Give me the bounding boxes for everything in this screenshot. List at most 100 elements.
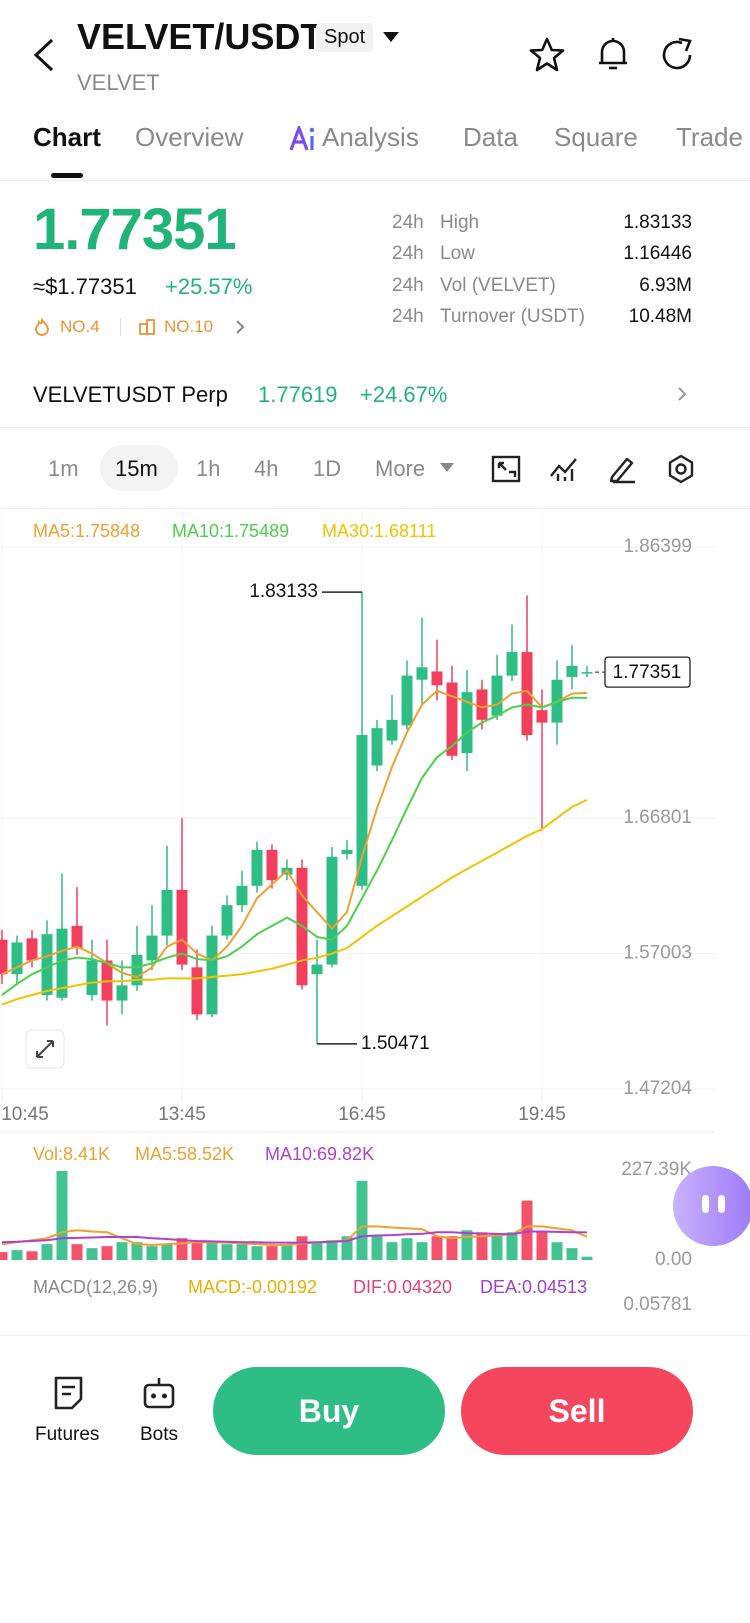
- alert-icon[interactable]: [594, 35, 632, 75]
- candle-body: [251, 849, 263, 886]
- perp-row[interactable]: VELVETUSDT Perp 1.77619 +24.67%: [0, 365, 750, 427]
- stat-value: 1.16446: [623, 243, 692, 264]
- tab[interactable]: Overview: [135, 122, 244, 152]
- candle-body: [236, 885, 248, 906]
- candle-body: [11, 942, 23, 975]
- chart-type-icon[interactable]: [490, 454, 522, 484]
- bots-icon[interactable]: [141, 1375, 177, 1411]
- volume-bar: [56, 1170, 68, 1260]
- active-tab-indicator: [51, 173, 83, 178]
- volume-bar: [446, 1236, 458, 1260]
- draw-icon[interactable]: [607, 454, 639, 484]
- divider: [0, 427, 750, 428]
- assistant-bubble[interactable]: [672, 1165, 750, 1247]
- y-tick-label: 1.66801: [623, 807, 692, 828]
- divider: [0, 1335, 750, 1336]
- volume-bar: [116, 1242, 128, 1260]
- volume-bar: [341, 1236, 353, 1260]
- candle-body: [431, 671, 443, 686]
- legend-entry: MA5:1.75848: [33, 521, 140, 541]
- candle-body: [176, 889, 188, 965]
- volume-bar: [326, 1240, 338, 1260]
- high-label: 1.83133: [249, 581, 318, 602]
- interval[interactable]: 1h: [196, 456, 221, 481]
- low-label: 1.50471: [361, 1033, 430, 1054]
- tab[interactable]: Data: [463, 122, 518, 152]
- interval[interactable]: 1D: [313, 456, 342, 481]
- volume-bar: [191, 1242, 203, 1260]
- fullscreen-button[interactable]: [25, 1029, 65, 1069]
- buy-button[interactable]: Buy: [213, 1367, 445, 1455]
- tab[interactable]: Analysis: [322, 122, 419, 152]
- legend-entry: MA10:1.75489: [172, 521, 289, 541]
- volume-bar: [581, 1256, 593, 1260]
- candle-body: [521, 652, 533, 736]
- x-tick-label: 19:45: [518, 1104, 566, 1125]
- bots-label[interactable]: Bots: [140, 1424, 179, 1445]
- futures-icon[interactable]: [52, 1375, 86, 1411]
- divider: [120, 318, 121, 336]
- refresh-icon[interactable]: [658, 36, 696, 74]
- interval[interactable]: 1m: [48, 456, 79, 481]
- divider: [0, 508, 750, 509]
- favorite-icon[interactable]: [528, 36, 566, 74]
- candle-body: [191, 967, 203, 1015]
- price-change: +25.57%: [165, 274, 253, 299]
- futures-label[interactable]: Futures: [35, 1424, 100, 1445]
- chevron[interactable]: [234, 318, 246, 336]
- last-price: 1.77351: [33, 197, 237, 262]
- interval[interactable]: 4h: [254, 456, 279, 481]
- hot-rank[interactable]: NO.4: [60, 317, 100, 336]
- y-tick-label: 0.00: [655, 1249, 692, 1270]
- candle-body: [386, 719, 398, 741]
- volume-bar: [26, 1251, 38, 1260]
- perp-change: +24.67%: [360, 382, 448, 407]
- y-tick-label: 1.57003: [623, 943, 692, 964]
- dropdown-icon[interactable]: [382, 31, 400, 43]
- candle-body: [476, 689, 488, 720]
- tab[interactable]: Chart: [33, 122, 101, 152]
- tab[interactable]: Trade: [676, 122, 743, 152]
- candle-body: [371, 728, 383, 766]
- back-button[interactable]: [30, 36, 60, 74]
- divider: [0, 180, 750, 181]
- volume-bar: [101, 1246, 113, 1260]
- interval[interactable]: More: [375, 456, 426, 481]
- interval[interactable]: 15m: [115, 456, 158, 481]
- candle-body: [566, 665, 578, 677]
- stat-label: Low: [440, 243, 475, 264]
- ma-line: [1, 798, 588, 1006]
- volume-bar: [461, 1230, 473, 1260]
- macd-value: MACD:-0.00192: [188, 1277, 317, 1297]
- volume-bar: [371, 1236, 383, 1260]
- settings-icon[interactable]: [665, 453, 697, 485]
- volume-bar: [86, 1248, 98, 1260]
- volume-bar: [416, 1242, 428, 1260]
- macd-name: MACD(12,26,9): [33, 1277, 158, 1297]
- market-badge[interactable]: Spot: [316, 23, 374, 52]
- volume-bar: [536, 1232, 548, 1260]
- volume-bar: [401, 1238, 413, 1260]
- volume-bar: [296, 1236, 308, 1260]
- sell-button[interactable]: Sell: [461, 1367, 693, 1455]
- dropdown-icon[interactable]: [439, 462, 455, 473]
- volume-bar: [521, 1200, 533, 1260]
- volume-title: Vol:8.41K: [33, 1144, 110, 1164]
- stat-period: 24h: [392, 275, 424, 296]
- candle-body: [86, 960, 98, 996]
- tab[interactable]: Square: [554, 122, 638, 152]
- ma-line: [1, 1225, 588, 1246]
- indicator-icon[interactable]: [548, 454, 580, 484]
- stat-period: 24h: [392, 212, 424, 233]
- volume-bar: [131, 1242, 143, 1260]
- macd-dif: DIF:0.04320: [353, 1277, 452, 1297]
- pair-subtitle: VELVET: [77, 70, 160, 95]
- kline-chart[interactable]: 10:45 13:45 16:45 19:45 1.47204 1.57003 1.6680…: [0, 505, 750, 1335]
- stat-value: 10.48M: [628, 306, 692, 327]
- volume-bar: [506, 1232, 518, 1260]
- pair-title: VELVET/USDT: [77, 16, 323, 57]
- candle-body: [41, 934, 53, 996]
- candle-body: [161, 889, 173, 936]
- y-tick-label: 0.05781: [623, 1294, 692, 1315]
- sector-rank[interactable]: NO.10: [164, 317, 214, 336]
